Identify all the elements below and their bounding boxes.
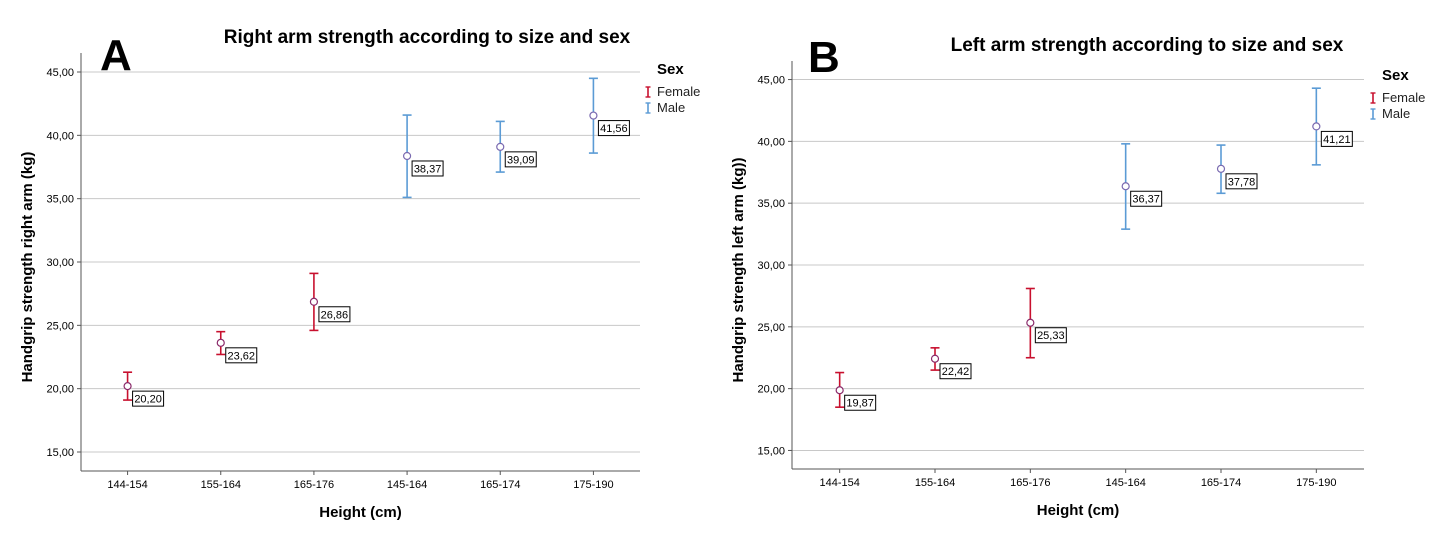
- data-label-box: [597, 120, 630, 137]
- data-label: 38,37: [414, 163, 442, 175]
- y-tick-label: 30,00: [757, 260, 785, 272]
- x-tick-label: 145-164: [1105, 477, 1145, 489]
- x-tick-label: 144-154: [107, 479, 147, 491]
- data-label: 41,56: [600, 123, 628, 135]
- x-tick-label: 145-164: [387, 479, 427, 491]
- data-label: 22,42: [942, 366, 970, 378]
- mean-marker: [1026, 318, 1035, 327]
- data-label: 39,09: [507, 154, 535, 166]
- panel-letter: B: [808, 33, 840, 82]
- legend-label-female: Female: [657, 84, 700, 99]
- mean-marker: [930, 354, 940, 363]
- chart-panel-a: 15,00 20,00 25,00 30,00 35,00 40,00 45,00 144-1…: [19, 27, 700, 521]
- x-tick-label: 175-190: [573, 479, 613, 491]
- data-label-box: [1130, 190, 1163, 207]
- chart-title: Left arm strength according to size and …: [951, 35, 1344, 56]
- data-label-box: [844, 394, 877, 411]
- x-tick-label: 155-164: [201, 479, 241, 491]
- mean-marker: [1312, 122, 1321, 131]
- y-tick-label: 45,00: [757, 75, 785, 87]
- mean-marker: [402, 151, 412, 161]
- y-tick-label: 30,00: [46, 257, 74, 269]
- mean-marker: [1121, 182, 1130, 191]
- data-label: 25,33: [1037, 330, 1065, 342]
- x-tick-label: 155-164: [915, 477, 955, 489]
- data-label-box: [225, 347, 258, 364]
- mean-marker: [216, 338, 225, 347]
- data-label-box: [132, 390, 165, 407]
- data-label-box: [939, 363, 972, 380]
- y-tick-label: 40,00: [757, 136, 785, 148]
- mean-marker: [1216, 164, 1226, 173]
- data-label: 41,21: [1323, 134, 1351, 146]
- mean-marker: [835, 386, 844, 395]
- mean-marker: [309, 297, 319, 306]
- data-label-box: [411, 160, 444, 177]
- x-axis-title: Height (cm): [1037, 502, 1120, 519]
- x-tick-label: 165-176: [1010, 477, 1050, 489]
- data-label: 26,86: [321, 309, 349, 321]
- mean-marker: [496, 142, 505, 151]
- y-tick-label: 15,00: [757, 445, 785, 457]
- data-label-box: [504, 151, 537, 168]
- y-axis-title: Handgrip strength left arm (kg)): [730, 157, 747, 382]
- chart-panel-b: 15,00 20,00 25,00 30,00 35,00 40,00 45,00 144-1…: [730, 33, 1425, 519]
- y-tick-label: 15,00: [46, 447, 74, 459]
- legend-label-female: Female: [1382, 90, 1425, 105]
- mean-marker: [123, 382, 132, 391]
- x-tick-label: 165-174: [1201, 477, 1241, 489]
- data-label-box: [1320, 130, 1353, 147]
- x-axis-title: Height (cm): [319, 504, 402, 521]
- data-label-box: [318, 306, 351, 323]
- y-axis-title: Handgrip strength right arm (kg): [19, 152, 36, 383]
- legend-title: Sex: [657, 61, 684, 78]
- data-label: 23,62: [227, 350, 255, 362]
- data-label: 37,78: [1228, 176, 1256, 188]
- y-tick-label: 25,00: [46, 320, 74, 332]
- x-tick-label: 144-154: [819, 477, 859, 489]
- y-tick-label: 25,00: [757, 322, 785, 334]
- y-tick-label: 35,00: [46, 194, 74, 206]
- legend-label-male: Male: [1382, 106, 1410, 121]
- y-tick-label: 35,00: [757, 198, 785, 210]
- y-tick-label: 20,00: [46, 384, 74, 396]
- panel-letter: A: [100, 31, 132, 80]
- mean-marker: [589, 111, 598, 120]
- data-label-box: [1225, 173, 1258, 190]
- data-label: 36,37: [1132, 194, 1160, 206]
- x-tick-label: 175-190: [1296, 477, 1336, 489]
- legend-title: Sex: [1382, 67, 1409, 84]
- y-tick-label: 20,00: [757, 384, 785, 396]
- data-label-box: [1034, 327, 1067, 344]
- chart-title: Right arm strength according to size and…: [224, 27, 631, 48]
- data-label: 20,20: [134, 394, 162, 406]
- data-label: 19,87: [846, 398, 874, 410]
- y-tick-label: 40,00: [46, 130, 74, 142]
- x-tick-label: 165-174: [480, 479, 520, 491]
- legend-label-male: Male: [657, 100, 685, 115]
- y-tick-label: 45,00: [46, 67, 74, 79]
- x-tick-label: 165-176: [294, 479, 334, 491]
